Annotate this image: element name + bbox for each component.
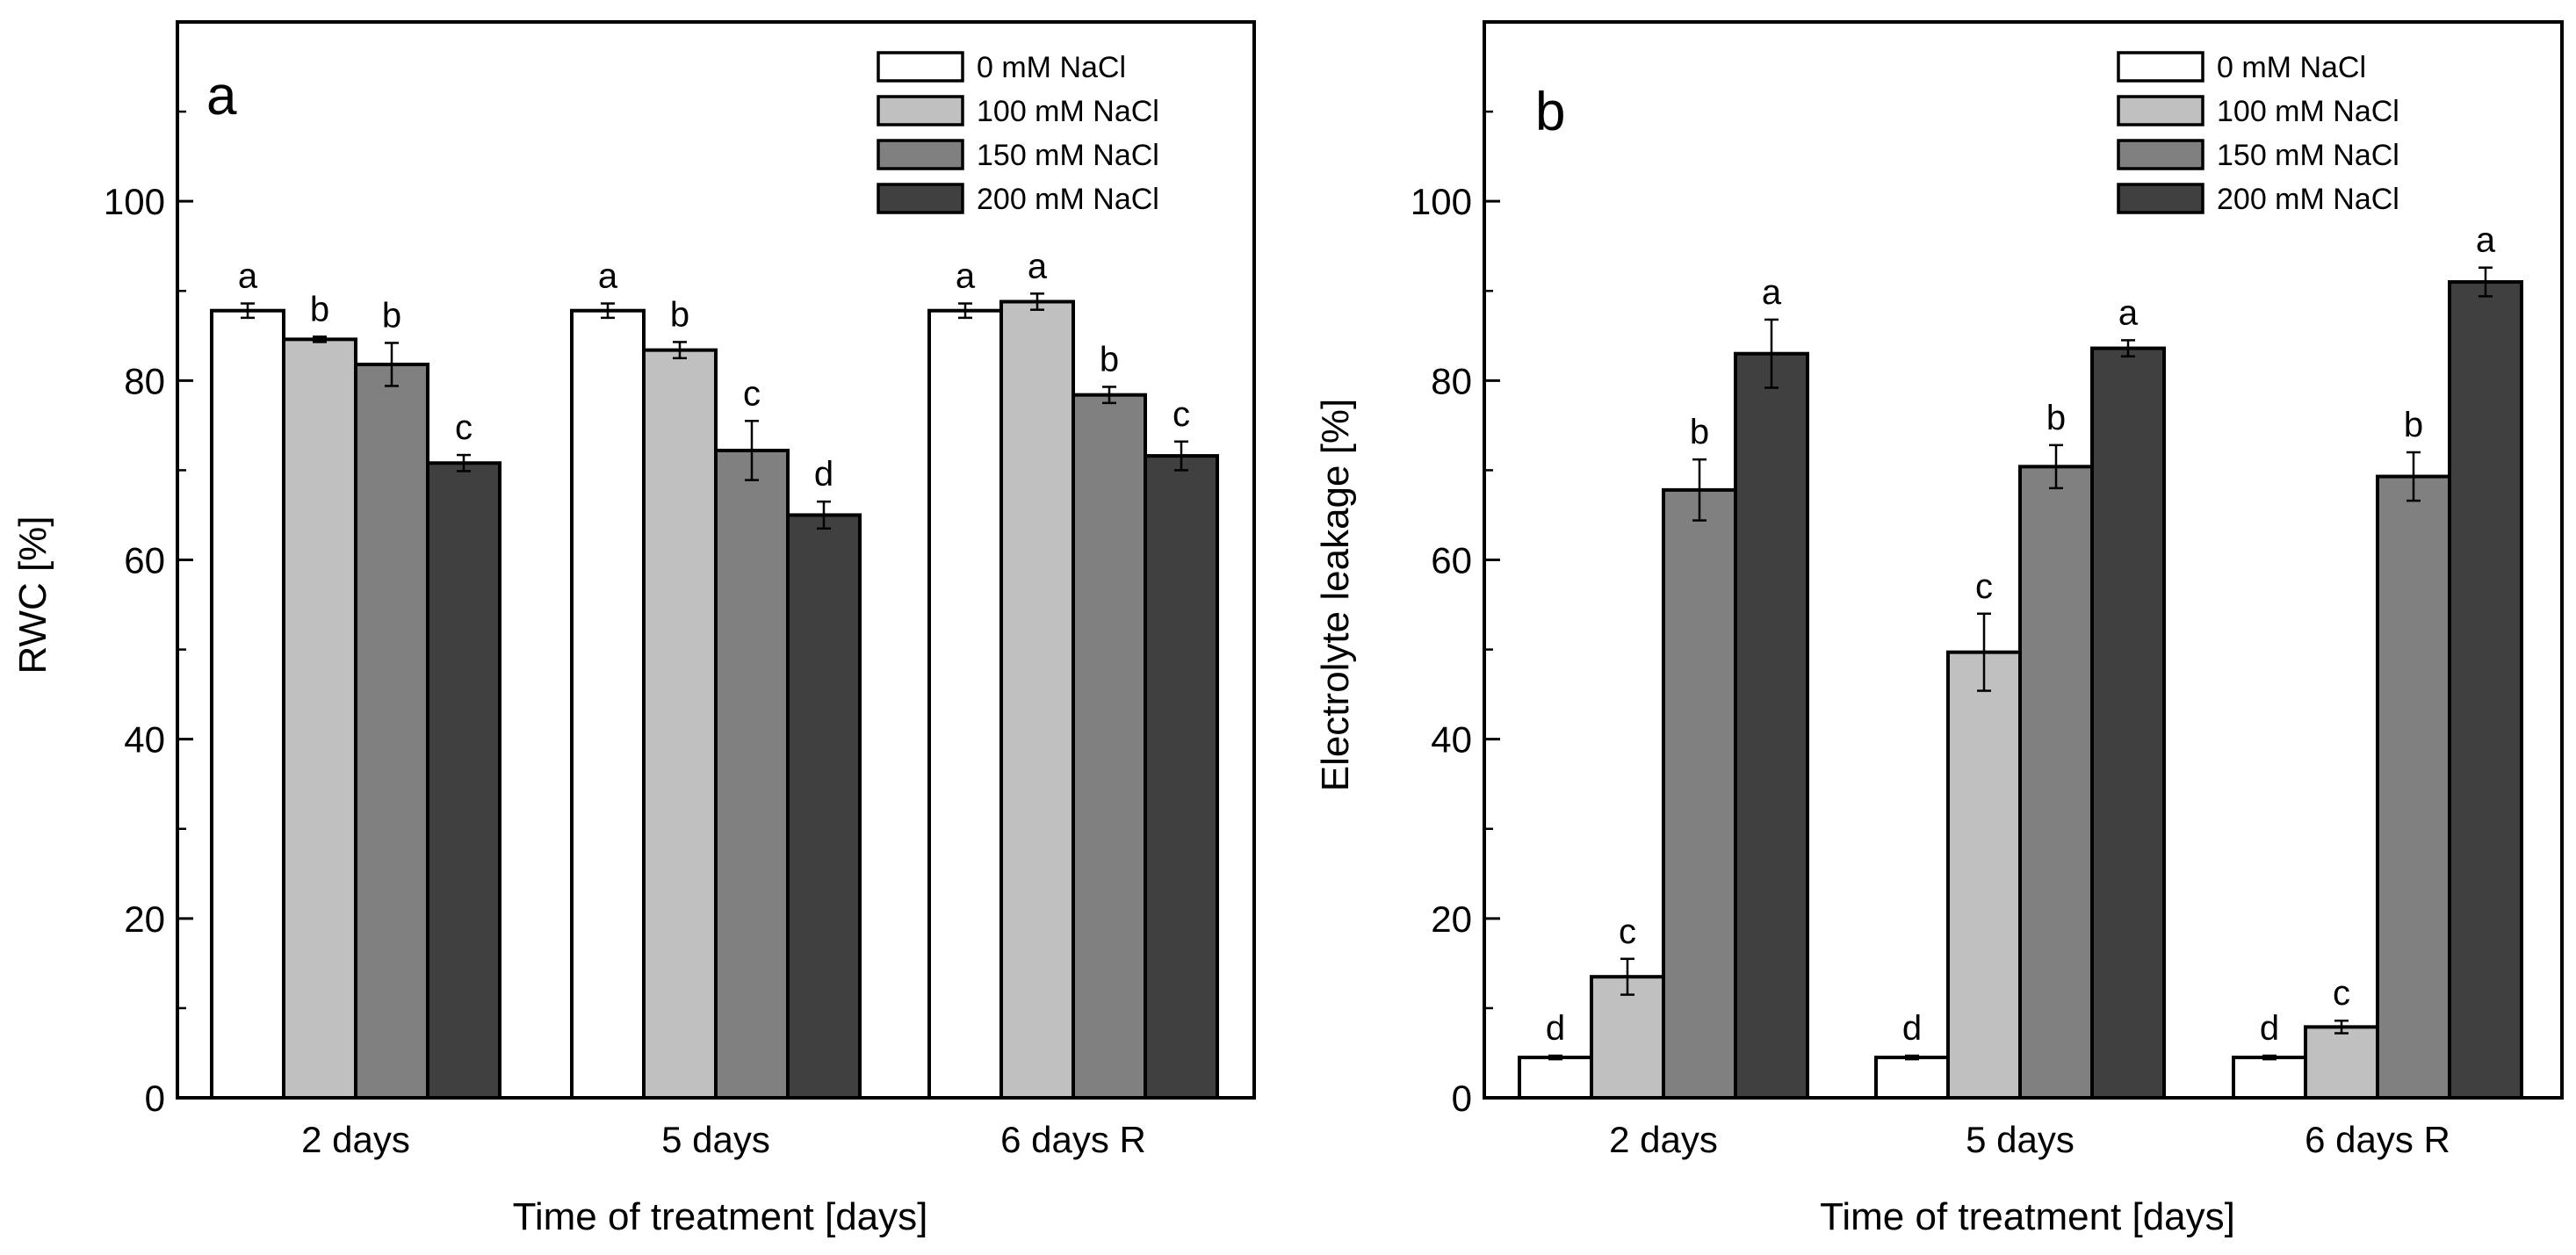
- significance-letter: a: [2476, 221, 2496, 260]
- significance-letter: c: [1975, 567, 1993, 606]
- bar: [999, 299, 1075, 1100]
- legend-swatch: [2117, 95, 2204, 126]
- significance-letter: d: [1902, 1009, 1922, 1048]
- legend-swatch: [2117, 139, 2204, 170]
- bar: [2304, 1025, 2379, 1100]
- x-tick-label: 2 days: [1609, 1119, 1718, 1160]
- x-tick-label: 2 days: [301, 1119, 410, 1160]
- bar: [426, 461, 501, 1100]
- y-tick-label: 40: [124, 719, 165, 761]
- legend-label: 0 mM NaCl: [977, 51, 1126, 84]
- significance-letter: b: [382, 296, 401, 335]
- bar: [1874, 1056, 1950, 1100]
- y-tick-label: 20: [1431, 898, 1472, 940]
- panel-letter: b: [1535, 82, 1565, 142]
- significance-letter: a: [238, 257, 258, 296]
- y-tick-label: 100: [1411, 181, 1472, 222]
- x-tick-label: 6 days R: [1000, 1119, 1146, 1160]
- bar: [2018, 465, 2094, 1100]
- significance-letter: c: [1619, 912, 1636, 951]
- significance-letter: c: [1173, 395, 1190, 434]
- y-tick-label: 0: [1452, 1078, 1472, 1119]
- significance-letter: a: [1762, 273, 1782, 312]
- bar: [570, 308, 646, 1100]
- x-tick-label: 5 days: [661, 1119, 770, 1160]
- bar: [786, 513, 862, 1100]
- bar: [1946, 650, 2022, 1100]
- legend-label: 150 mM NaCl: [977, 139, 1159, 172]
- y-tick-label: 0: [145, 1078, 165, 1119]
- significance-letter: b: [2046, 399, 2066, 437]
- bar: [2448, 280, 2523, 1100]
- y-tick-label: 80: [124, 360, 165, 401]
- significance-letter: c: [2333, 974, 2350, 1013]
- significance-letter: b: [2404, 406, 2423, 444]
- significance-letter: a: [1028, 247, 1048, 285]
- bar: [210, 308, 285, 1100]
- significance-letter: a: [956, 257, 976, 296]
- significance-letter: d: [2260, 1009, 2279, 1048]
- legend-swatch: [877, 95, 964, 126]
- panel-b: d d d c c c b b b a a a 0 20 40 60 80 100 2 days 5 days 6 da…: [1314, 20, 2564, 1238]
- significance-letter: c: [455, 408, 473, 447]
- legend-swatch: [877, 51, 964, 83]
- legend-label: 150 mM NaCl: [2217, 139, 2399, 172]
- bar: [642, 348, 718, 1100]
- y-tick-label: 80: [1431, 360, 1472, 401]
- x-axis-title: Time of treatment [days]: [1820, 1195, 2235, 1238]
- x-axis-title: Time of treatment [days]: [513, 1195, 928, 1238]
- bar: [2376, 474, 2451, 1100]
- bar: [1734, 351, 1809, 1100]
- bar: [1662, 487, 1737, 1100]
- bar: [714, 448, 790, 1100]
- significance-letter: b: [670, 295, 689, 334]
- legend-label: 100 mM NaCl: [977, 95, 1159, 128]
- bar: [282, 337, 357, 1100]
- y-axis-title: RWC [%]: [11, 516, 54, 674]
- x-tick-label: 6 days R: [2305, 1119, 2450, 1160]
- legend-swatch: [2117, 51, 2204, 83]
- bar: [1144, 454, 1219, 1100]
- y-tick-label: 40: [1431, 719, 1472, 761]
- significance-letter: d: [1546, 1009, 1565, 1048]
- bar: [1518, 1056, 1593, 1100]
- significance-letter: b: [1100, 340, 1119, 379]
- bar: [2090, 346, 2166, 1100]
- x-tick-label: 5 days: [1966, 1119, 2075, 1160]
- y-tick-label: 60: [124, 540, 165, 581]
- y-tick-label: 20: [124, 898, 165, 940]
- legend-label: 100 mM NaCl: [2217, 95, 2399, 128]
- significance-letter: a: [598, 257, 618, 296]
- y-axis-title: Electrolyte leakage [%]: [1314, 399, 1357, 792]
- panel-a: a a a b b a b c b c d c 0 20 40 60 80 100 2 days 5 days 6 da…: [11, 20, 1256, 1238]
- bar: [354, 362, 429, 1100]
- legend-label: 200 mM NaCl: [2217, 183, 2399, 216]
- legend-swatch: [877, 183, 964, 214]
- y-tick-label: 60: [1431, 540, 1472, 581]
- significance-letter: c: [743, 374, 761, 413]
- legend-label: 200 mM NaCl: [977, 183, 1159, 216]
- legend-swatch: [2117, 183, 2204, 214]
- bar: [2232, 1056, 2307, 1100]
- legend-label: 0 mM NaCl: [2217, 51, 2366, 84]
- significance-letter: b: [1690, 413, 1709, 451]
- y-tick-label: 100: [104, 181, 165, 222]
- significance-letter: d: [814, 455, 833, 494]
- panel-letter: a: [206, 66, 237, 126]
- bar: [1072, 393, 1147, 1100]
- significance-letter: b: [310, 290, 329, 328]
- legend-swatch: [877, 139, 964, 170]
- significance-letter: a: [2118, 293, 2139, 332]
- bar: [927, 308, 1003, 1100]
